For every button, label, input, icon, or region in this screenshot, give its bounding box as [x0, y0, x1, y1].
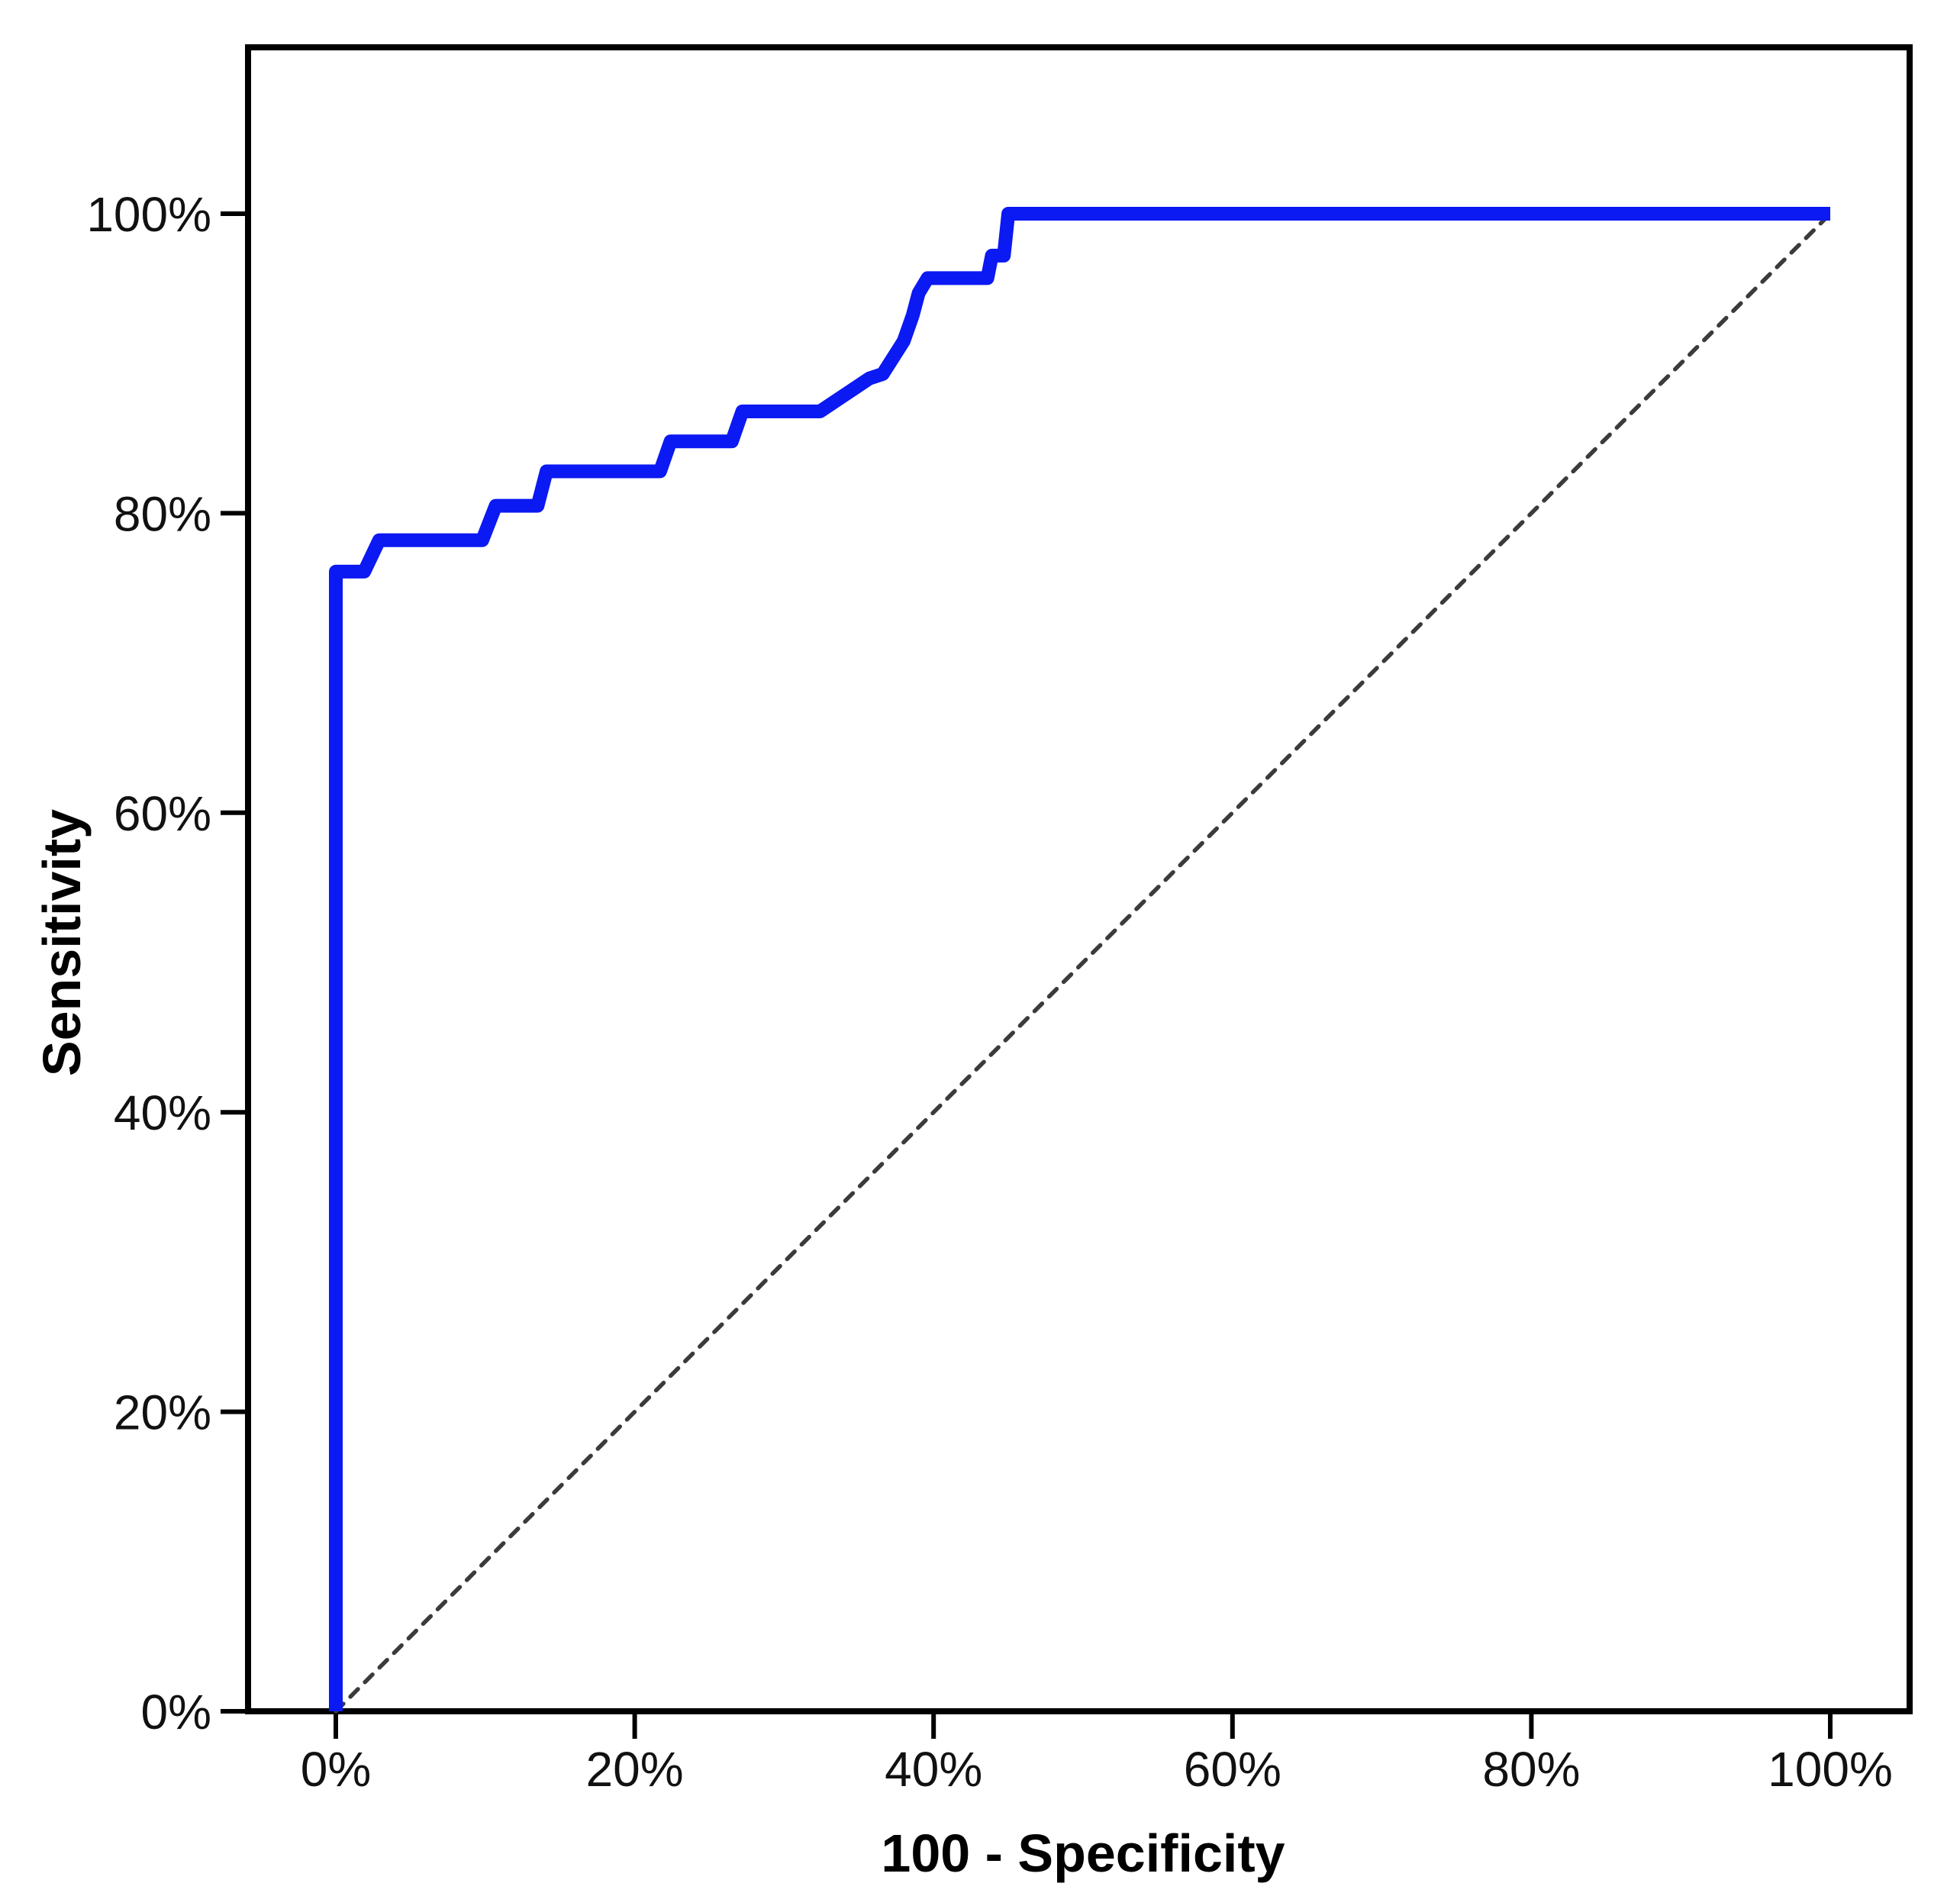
roc-curve-line — [329, 207, 1830, 1711]
y-tick-label: 0% — [141, 1685, 212, 1740]
y-tick-label: 20% — [114, 1385, 211, 1440]
y-axis-ticks: 0% 20% 40% 60% 80% 100% — [86, 187, 248, 1740]
x-tick-label: 20% — [586, 1742, 684, 1797]
series-group — [329, 207, 1833, 1714]
x-tick-label: 40% — [885, 1742, 982, 1797]
x-tick-label: 0% — [301, 1742, 372, 1797]
y-tick-label: 100% — [86, 187, 211, 242]
reference-diagonal-line — [334, 211, 1833, 1714]
y-tick-label: 40% — [114, 1085, 211, 1140]
x-tick-label: 80% — [1482, 1742, 1580, 1797]
x-axis-title: 100 - Specificity — [881, 1823, 1285, 1883]
x-tick-label: 60% — [1184, 1742, 1281, 1797]
y-axis-title: Sensitivity — [32, 809, 92, 1076]
x-tick-label: 100% — [1768, 1742, 1893, 1797]
y-tick-label: 80% — [114, 486, 211, 541]
plot-frame — [245, 44, 1913, 1714]
y-tick-label: 60% — [114, 786, 211, 841]
x-axis-ticks: 0% 20% 40% 60% 80% 100% — [301, 1711, 1893, 1797]
